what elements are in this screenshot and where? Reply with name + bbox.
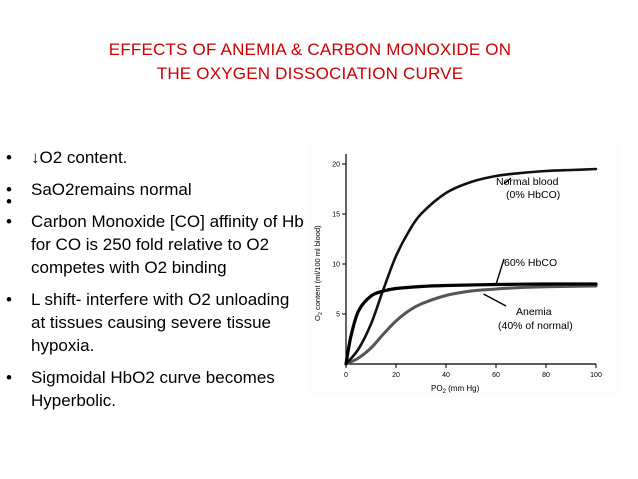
- bullet-item: • ↓O2 content.: [6, 146, 306, 169]
- chart-annotations: Normal blood(0% HbCO) 60% HbCO Anemia (40% …: [483, 176, 573, 332]
- annotation-leader: [483, 293, 507, 307]
- bullet-item: • SaO2remains normal: [6, 178, 306, 201]
- bullet-text: L shift- interfere with O2 unloading at …: [31, 290, 290, 355]
- bullet-text: Carbon Monoxide [CO] affinity of Hb for …: [31, 212, 304, 277]
- bullet-item: • Carbon Monoxide [CO] affinity of Hb fo…: [6, 210, 306, 279]
- y-tick-label: 15: [332, 212, 340, 219]
- y-axis-title-group: O2 content (ml/100 ml blood): [313, 225, 324, 321]
- x-axis-title: PO2 (mm Hg): [431, 384, 480, 395]
- slide-title-line-1: EFFECTS OF ANEMIA & CARBON MONOXIDE ON: [108, 40, 512, 59]
- x-tick-label: 80: [542, 372, 550, 379]
- bullet-marker: •: [6, 212, 12, 231]
- bullet-marker: •: [6, 180, 12, 199]
- bullet-text: Sigmoidal HbO2 curve becomes Hyperbolic.: [31, 368, 275, 410]
- bullet-item: • L shift- interfere with O2 unloading a…: [6, 288, 306, 357]
- bullet-list: • ↓O2 content. • SaO2remains normal • Ca…: [6, 146, 306, 421]
- chart-axes: 0 20 40 60 80 100 5 10 15 20 PO2 (mm Hg) O2 content…: [313, 154, 602, 395]
- x-tick-label: 60: [492, 372, 500, 379]
- series-line-0: [344, 167, 598, 366]
- annotation-sublabel: (40% of normal): [498, 320, 573, 332]
- oxygen-dissociation-chart: 0 20 40 60 80 100 5 10 15 20 PO2 (mm Hg) O2 content…: [308, 146, 620, 396]
- bullet-marker: •: [6, 148, 12, 167]
- stray-bullet-marker: •: [6, 192, 12, 211]
- slide-title: EFFECTS OF ANEMIA & CARBON MONOXIDE ON T…: [30, 38, 590, 86]
- x-tick-label: 100: [590, 372, 602, 379]
- bullet-item: • Sigmoidal HbO2 curve becomes Hyperboli…: [6, 366, 306, 412]
- bullet-text: SaO2remains normal: [31, 180, 192, 199]
- y-tick-label: 20: [332, 162, 340, 169]
- annotation-label: 60% HbCO: [504, 257, 557, 269]
- bullet-marker: •: [6, 290, 12, 309]
- bullet-text: ↓O2 content.: [31, 148, 128, 167]
- annotation-leader: [495, 258, 505, 285]
- chart-curves: [344, 167, 598, 366]
- x-tick-label: 20: [392, 372, 400, 379]
- slide-title-line-2: THE OXYGEN DISSOCIATION CURVE: [156, 64, 464, 83]
- chart-svg: 0 20 40 60 80 100 5 10 15 20 PO2 (mm Hg) O2 content…: [313, 154, 602, 395]
- y-tick-label: 10: [332, 262, 340, 269]
- annotation-leader: [503, 177, 512, 185]
- annotation-sublabel: (0% HbCO): [506, 189, 560, 201]
- series-line-1: [344, 282, 598, 366]
- x-tick-label: 40: [442, 372, 450, 379]
- y-axis-title: O2 content (ml/100 ml blood): [313, 225, 324, 321]
- annotation-label: Anemia: [516, 306, 552, 318]
- series-line-2: [344, 284, 598, 366]
- bullet-marker: •: [6, 368, 12, 387]
- y-tick-label: 5: [336, 312, 340, 319]
- annotation-label: Normal blood: [496, 176, 559, 188]
- x-tick-label: 0: [344, 372, 348, 379]
